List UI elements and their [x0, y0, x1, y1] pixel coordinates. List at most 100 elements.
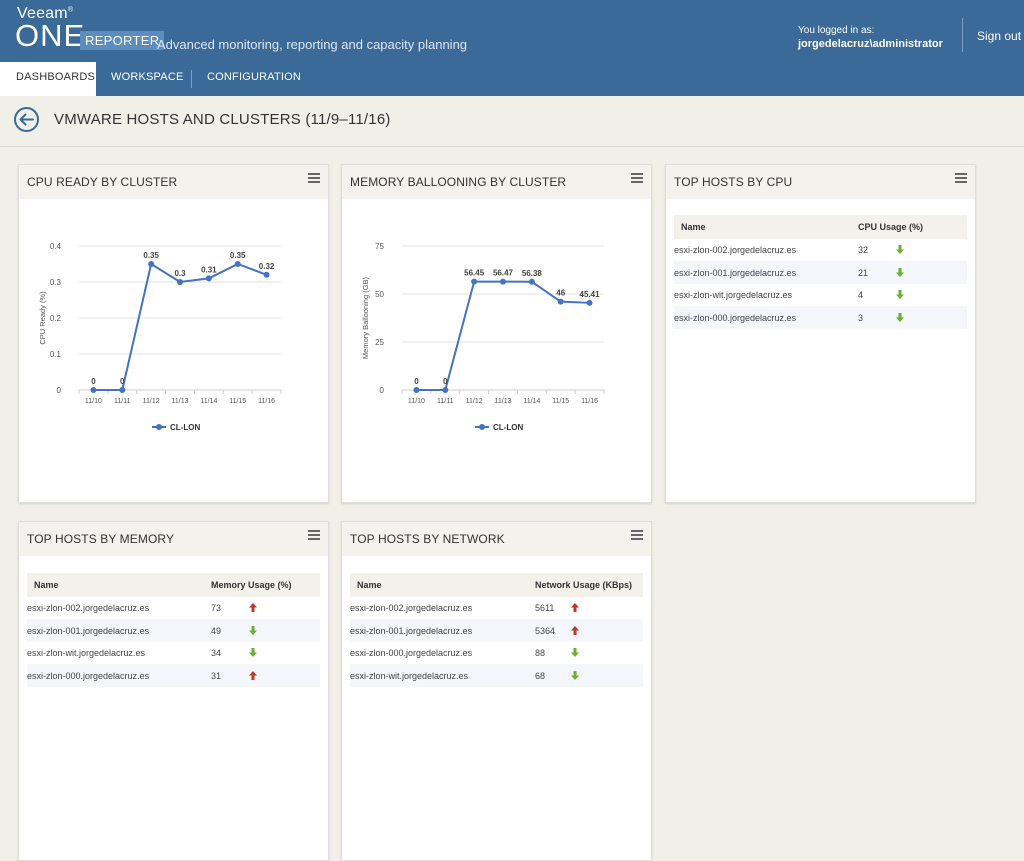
panel-top-hosts-network: TOP HOSTS BY NETWORK Name Network Usage … [341, 521, 652, 861]
tab-configuration[interactable]: CONFIGURATION [207, 71, 302, 83]
arrow-up-icon [571, 625, 579, 635]
data-label: 56.47 [493, 269, 514, 278]
data-point [177, 279, 183, 285]
arrow-up-icon [249, 603, 257, 612]
usage-value: 32 [858, 245, 869, 255]
x-tick-label: 11/12 [466, 398, 483, 405]
table-row[interactable]: esxi-zlon-002.jorgedelacruz.es 32 [674, 239, 967, 262]
memory-ballooning-chart: 0 25 50 75 11/10 11/11 11/12 11/13 11/14 11/15 11/… [361, 242, 605, 432]
panel-title: MEMORY BALLOONING BY CLUSTER [350, 175, 567, 189]
page-title: VMWARE HOSTS AND CLUSTERS (11/9–11/16) [54, 111, 391, 128]
hamburger-menu-icon[interactable] [631, 173, 643, 184]
panel-header: CPU READY BY CLUSTER [19, 165, 328, 199]
host-name: esxi-zlon-000.jorgedelacruz.es [27, 670, 150, 681]
legend-label: CL-LON [170, 423, 200, 432]
tab-workspace[interactable]: WORKSPACE [111, 71, 184, 83]
arrow-left-icon [19, 113, 34, 126]
panel-header: TOP HOSTS BY CPU [666, 165, 975, 199]
top-network-table: Name Network Usage (KBps) esxi-zlon-002.… [350, 573, 643, 687]
x-tick-label: 11/14 [200, 398, 217, 405]
data-point [234, 261, 241, 267]
table-row[interactable]: esxi-zlon-001.jorgedelacruz.es 5364 [350, 619, 643, 642]
host-name: esxi-zlon-000.jorgedelacruz.es [674, 312, 797, 323]
x-tick-label: 11/11 [437, 398, 454, 405]
x-tick-label: 11/12 [143, 398, 160, 405]
table-row[interactable]: esxi-zlon-001.jorgedelacruz.es 21 [674, 261, 967, 284]
data-label: 0.32 [259, 262, 275, 271]
y-tick-label: 0.4 [50, 242, 62, 251]
usage-value: 88 [535, 648, 546, 658]
hamburger-menu-icon[interactable] [308, 530, 320, 541]
panel-top-hosts-memory: TOP HOSTS BY MEMORY Name Memory Usage (%… [18, 521, 329, 861]
data-point [500, 278, 506, 285]
x-tick-label: 11/15 [552, 398, 569, 405]
data-point [557, 298, 564, 305]
main-nav: DASHBOARDS WORKSPACE CONFIGURATION [0, 62, 1024, 96]
table-header: Name CPU Usage (%) [674, 215, 967, 239]
data-label: 0 [91, 377, 96, 386]
table-row[interactable]: esxi-zlon-wit.jorgedelacruz.es 68 [350, 664, 643, 687]
y-axis-label: Memory Ballooning (GB) [361, 276, 370, 359]
panel-title: TOP HOSTS BY MEMORY [27, 532, 175, 546]
app-tagline: Advanced monitoring, reporting and capac… [157, 37, 468, 52]
hamburger-menu-icon[interactable] [308, 173, 320, 184]
table-row[interactable]: esxi-zlon-000.jorgedelacruz.es 3 [674, 306, 967, 329]
arrow-down-icon [571, 670, 579, 680]
y-tick-label: 0 [57, 386, 62, 395]
usage-value: 5611 [535, 603, 555, 613]
hamburger-menu-icon[interactable] [631, 530, 643, 541]
usage-value: 3 [858, 312, 864, 323]
app-header: Veeam® ONE™ REPORTER Advanced monitoring… [0, 0, 1024, 62]
panel-header: TOP HOSTS BY NETWORK [342, 522, 651, 556]
x-tick-label: 11/16 [258, 398, 275, 405]
table-row[interactable]: esxi-zlon-wit.jorgedelacruz.es 4 [674, 284, 967, 307]
table-row[interactable]: esxi-zlon-000.jorgedelacruz.es 31 [27, 664, 320, 687]
data-point [471, 278, 478, 285]
login-username: jorgedelacruz\administrator [798, 38, 943, 50]
data-label: 0.35 [143, 251, 159, 260]
host-name: esxi-zlon-001.jorgedelacruz.es [674, 267, 797, 278]
table-row[interactable]: esxi-zlon-002.jorgedelacruz.es 5611 [350, 597, 643, 620]
tab-dashboards[interactable]: DASHBOARDS [0, 62, 96, 96]
x-tick-label: 11/13 [495, 398, 512, 405]
arrow-down-icon [896, 245, 904, 254]
arrow-down-icon [249, 625, 257, 635]
host-name: esxi-zlon-002.jorgedelacruz.es [674, 245, 797, 255]
usage-value: 68 [535, 670, 546, 681]
table-row[interactable]: esxi-zlon-000.jorgedelacruz.es 88 [350, 642, 643, 665]
panel-title: TOP HOSTS BY NETWORK [350, 532, 505, 546]
arrow-down-icon [249, 648, 257, 657]
nav-divider [191, 70, 192, 88]
table-row[interactable]: esxi-zlon-001.jorgedelacruz.es 49 [27, 619, 320, 642]
series-line [416, 280, 590, 391]
panel-header: MEMORY BALLOONING BY CLUSTER [342, 165, 651, 199]
legend-swatch-marker [479, 424, 485, 430]
data-point [148, 261, 155, 267]
header-divider [962, 18, 963, 52]
panel-top-hosts-cpu: TOP HOSTS BY CPU Name CPU Usage (%) esxi… [665, 164, 976, 503]
col-value-header: Memory Usage (%) [211, 580, 292, 590]
host-name: esxi-zlon-wit.jorgedelacruz.es [350, 670, 469, 681]
back-button[interactable] [14, 107, 39, 132]
data-label: 0.3 [174, 269, 186, 278]
table-row[interactable]: esxi-zlon-002.jorgedelacruz.es 73 [27, 597, 320, 620]
x-tick-label: 11/11 [114, 398, 131, 405]
top-cpu-table: Name CPU Usage (%) esxi-zlon-002.jorgede… [674, 215, 967, 329]
host-name: esxi-zlon-001.jorgedelacruz.es [350, 625, 473, 636]
data-label: 0.31 [201, 265, 217, 274]
table-header: Name Memory Usage (%) [27, 573, 320, 597]
y-tick-label: 0.3 [50, 278, 62, 287]
x-tick-label: 11/15 [229, 398, 246, 405]
col-name-header: Name [357, 580, 382, 590]
sign-out-link[interactable]: Sign out [977, 29, 1022, 43]
data-point [263, 271, 270, 278]
data-label: 0 [120, 377, 125, 386]
col-value-header: CPU Usage (%) [858, 222, 924, 232]
y-tick-label: 0.1 [50, 350, 62, 359]
host-name: esxi-zlon-001.jorgedelacruz.es [27, 625, 150, 636]
table-row[interactable]: esxi-zlon-wit.jorgedelacruz.es 34 [27, 642, 320, 665]
login-label: You logged in as: [798, 25, 875, 36]
data-label: 45.41 [580, 290, 601, 299]
host-name: esxi-zlon-wit.jorgedelacruz.es [27, 648, 146, 658]
hamburger-menu-icon[interactable] [955, 173, 967, 184]
